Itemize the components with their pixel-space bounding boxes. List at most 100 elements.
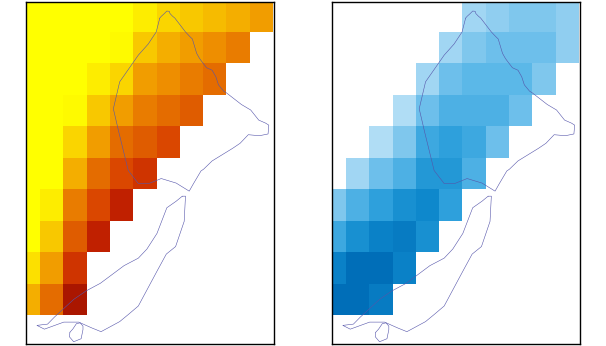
Bar: [87, 32, 110, 63]
Bar: [110, 95, 133, 126]
Bar: [156, 63, 180, 95]
Bar: [110, 189, 133, 221]
Bar: [509, 0, 532, 7]
Bar: [87, 63, 110, 95]
Bar: [40, 0, 64, 32]
Bar: [64, 0, 87, 7]
Bar: [346, 189, 369, 221]
Bar: [439, 126, 462, 158]
Bar: [556, 32, 579, 63]
Bar: [203, 0, 227, 7]
Bar: [133, 95, 156, 126]
Bar: [346, 284, 369, 315]
Bar: [439, 32, 462, 63]
Bar: [17, 284, 40, 315]
Bar: [64, 126, 87, 158]
Bar: [110, 0, 133, 7]
Bar: [369, 221, 393, 252]
Bar: [180, 63, 203, 95]
Bar: [203, 63, 227, 95]
Bar: [87, 126, 110, 158]
Bar: [156, 95, 180, 126]
Bar: [486, 126, 509, 158]
Bar: [416, 189, 439, 221]
Bar: [393, 252, 416, 284]
Bar: [133, 158, 156, 189]
Bar: [17, 95, 40, 126]
Bar: [556, 0, 579, 32]
Bar: [369, 252, 393, 284]
Bar: [133, 0, 156, 32]
Bar: [40, 95, 64, 126]
Bar: [110, 32, 133, 63]
Bar: [40, 221, 64, 252]
Bar: [40, 189, 64, 221]
Bar: [486, 0, 509, 32]
Bar: [509, 0, 532, 32]
Bar: [180, 0, 203, 7]
Bar: [156, 126, 180, 158]
Bar: [227, 0, 250, 7]
Bar: [462, 158, 486, 189]
Bar: [369, 284, 393, 315]
Bar: [227, 0, 250, 32]
Bar: [87, 95, 110, 126]
Bar: [346, 221, 369, 252]
Bar: [439, 158, 462, 189]
Bar: [462, 63, 486, 95]
Bar: [532, 32, 556, 63]
Bar: [416, 221, 439, 252]
Bar: [203, 32, 227, 63]
Bar: [64, 95, 87, 126]
Bar: [64, 284, 87, 315]
Bar: [393, 126, 416, 158]
Bar: [486, 63, 509, 95]
Bar: [64, 158, 87, 189]
Bar: [416, 95, 439, 126]
Bar: [486, 32, 509, 63]
Bar: [17, 158, 40, 189]
Bar: [322, 189, 346, 221]
Bar: [87, 189, 110, 221]
Bar: [110, 126, 133, 158]
Bar: [322, 221, 346, 252]
Bar: [87, 0, 110, 7]
Bar: [40, 252, 64, 284]
Bar: [40, 158, 64, 189]
Bar: [393, 95, 416, 126]
Bar: [416, 158, 439, 189]
Bar: [64, 63, 87, 95]
Bar: [133, 32, 156, 63]
Bar: [64, 0, 87, 32]
Bar: [133, 0, 156, 7]
Bar: [87, 0, 110, 32]
Bar: [369, 126, 393, 158]
Bar: [439, 63, 462, 95]
Bar: [110, 63, 133, 95]
Bar: [439, 95, 462, 126]
Bar: [17, 221, 40, 252]
Bar: [486, 0, 509, 7]
Bar: [40, 126, 64, 158]
Bar: [133, 63, 156, 95]
Bar: [509, 95, 532, 126]
Bar: [416, 63, 439, 95]
Bar: [532, 63, 556, 95]
Bar: [64, 32, 87, 63]
Bar: [156, 0, 180, 7]
Bar: [416, 126, 439, 158]
Bar: [227, 32, 250, 63]
Bar: [64, 221, 87, 252]
Bar: [486, 95, 509, 126]
Bar: [110, 158, 133, 189]
Bar: [87, 221, 110, 252]
Bar: [393, 158, 416, 189]
Bar: [462, 126, 486, 158]
Bar: [40, 0, 64, 7]
Bar: [17, 252, 40, 284]
Bar: [64, 252, 87, 284]
Bar: [393, 189, 416, 221]
Bar: [532, 0, 556, 32]
Bar: [110, 0, 133, 32]
Bar: [40, 32, 64, 63]
